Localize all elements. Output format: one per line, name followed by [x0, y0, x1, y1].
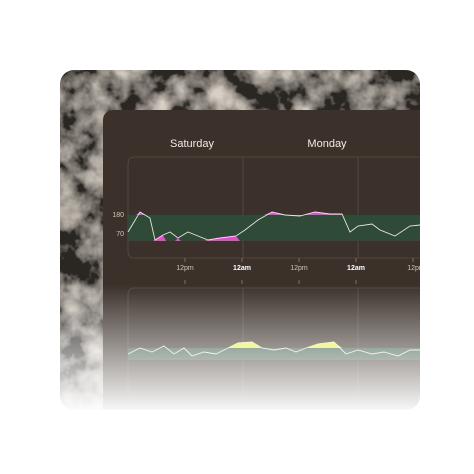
time-label: 12am	[347, 265, 365, 272]
time-label: 12am	[233, 265, 251, 272]
time-label: 12pm	[290, 265, 308, 272]
chart-frame	[127, 156, 420, 259]
time-label: 12pm	[176, 265, 194, 272]
day-label: Saturday	[170, 138, 215, 150]
target-range	[128, 215, 420, 241]
time-label: 12pm	[407, 265, 425, 272]
time-ticks	[184, 258, 414, 262]
y-label: 70	[116, 231, 124, 238]
day-label: Monday	[307, 138, 347, 150]
y-label: 180	[112, 212, 124, 219]
fade-overlay	[55, 285, 425, 415]
glucose-line	[127, 211, 420, 241]
